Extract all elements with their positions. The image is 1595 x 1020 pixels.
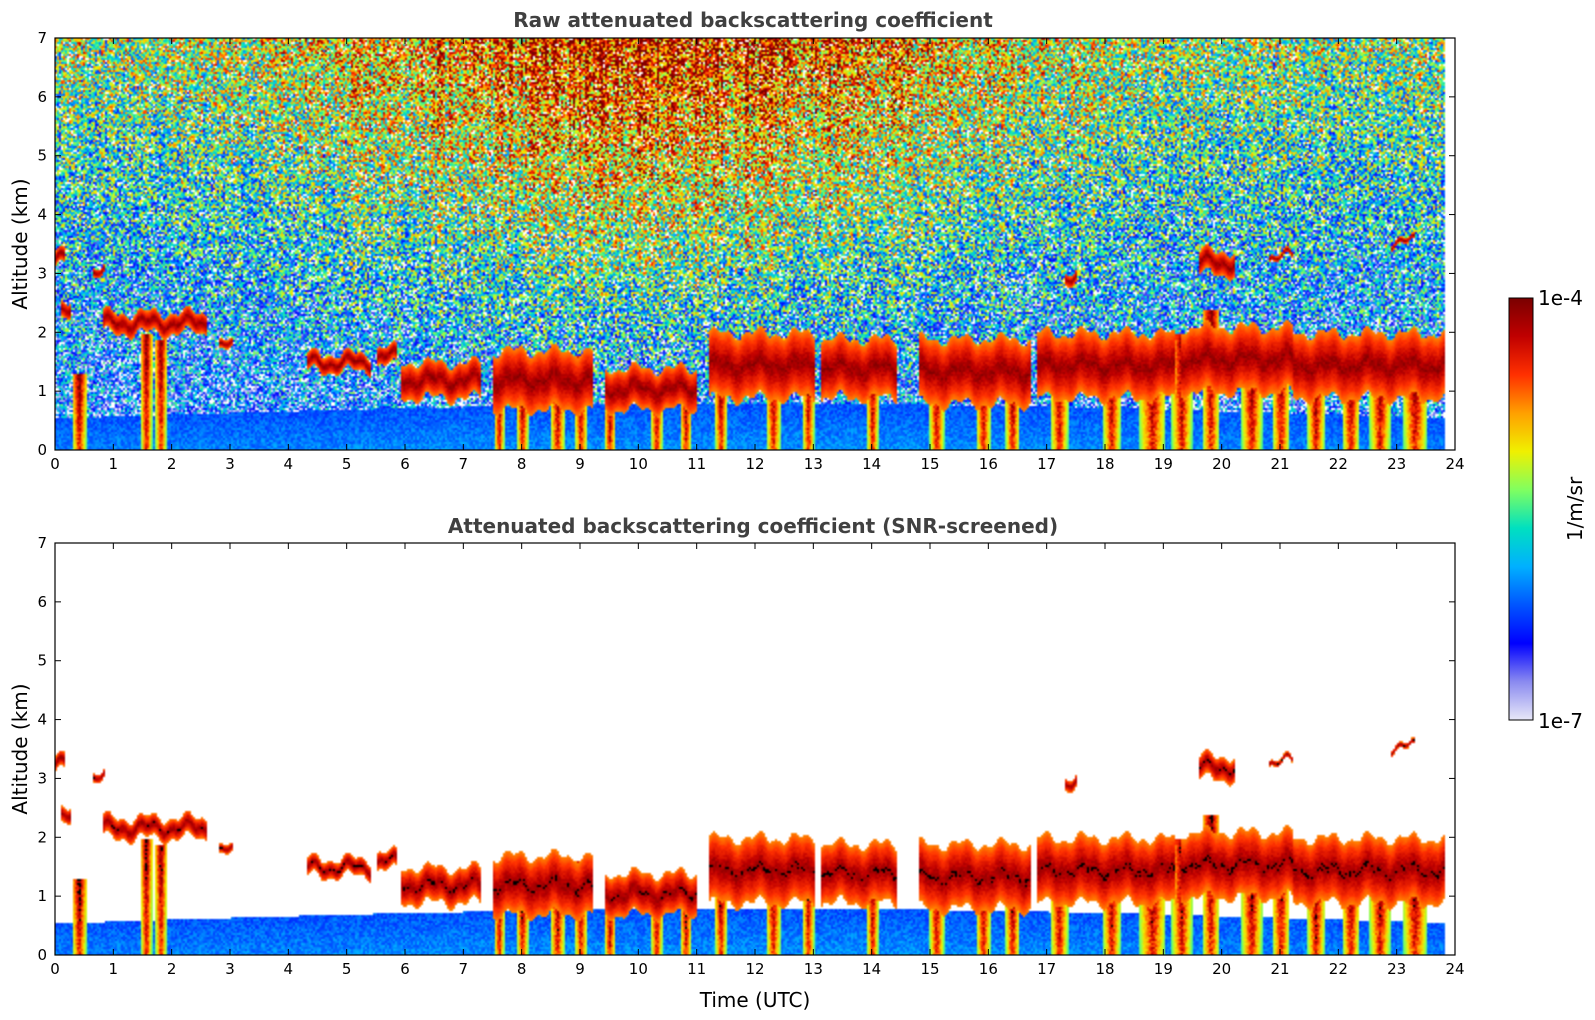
x-tick-label: 9 (575, 960, 585, 978)
colorbar-max-label: 1e-4 (1538, 286, 1583, 310)
x-tick-label: 13 (804, 455, 823, 473)
x-tick-label: 0 (50, 960, 60, 978)
x-tick-label: 2 (167, 455, 177, 473)
x-tick-label: 18 (1095, 455, 1114, 473)
panel-screened: Attenuated backscattering coefficient (S… (8, 514, 1465, 1012)
x-tick-label: 12 (745, 960, 764, 978)
x-tick-label: 23 (1387, 455, 1406, 473)
panel-screened-x-ticks: 0 1 2 3 4 5 6 7 8 9 10 11 12 13 14 15 16 17 18 19 20 21 22 23 24 (50, 543, 1465, 978)
x-tick-label: 17 (1037, 455, 1056, 473)
y-tick-label: 2 (37, 828, 47, 846)
colorbar: 1e-4 1e-7 1/m/sr (1508, 286, 1587, 733)
panel-raw-x-ticks: 0 1 2 3 4 5 6 7 8 9 10 11 12 13 14 15 16 17 18 19 20 21 22 23 24 (50, 38, 1465, 473)
x-tick-label: 1 (109, 960, 119, 978)
panel-raw-title: Raw attenuated backscattering coefficien… (513, 8, 993, 32)
y-tick-label: 4 (37, 206, 47, 224)
x-tick-label: 3 (225, 455, 235, 473)
y-tick-label: 2 (37, 323, 47, 341)
panel-screened-plot (55, 543, 1455, 955)
x-tick-label: 21 (1270, 960, 1289, 978)
x-tick-label: 18 (1095, 960, 1114, 978)
x-tick-label: 14 (862, 960, 881, 978)
x-tick-label: 21 (1270, 455, 1289, 473)
colorbar-gradient (1508, 297, 1534, 721)
y-tick-label: 0 (37, 946, 47, 964)
x-tick-label: 13 (804, 960, 823, 978)
panel-raw-y-ticks: 0 1 2 3 4 5 6 7 (37, 29, 1455, 459)
x-tick-label: 1 (109, 455, 119, 473)
panel-screened-x-label: Time (UTC) (699, 988, 811, 1012)
panel-raw-frame (54, 37, 1456, 451)
y-tick-label: 5 (37, 652, 47, 670)
x-tick-label: 22 (1329, 455, 1348, 473)
x-tick-label: 19 (1154, 960, 1173, 978)
x-tick-label: 5 (342, 455, 352, 473)
x-tick-label: 20 (1212, 960, 1231, 978)
y-tick-label: 6 (37, 593, 47, 611)
x-tick-label: 10 (629, 455, 648, 473)
panel-screened-frame (54, 542, 1456, 956)
panel-raw: Raw attenuated backscattering coefficien… (8, 8, 1465, 473)
x-tick-label: 9 (575, 455, 585, 473)
x-tick-label: 15 (920, 455, 939, 473)
panel-screened-heatmap (55, 543, 1455, 955)
panel-screened-y-ticks: 0 1 2 3 4 5 6 7 (37, 534, 1455, 964)
y-tick-label: 0 (37, 441, 47, 459)
x-tick-label: 7 (459, 455, 469, 473)
y-tick-label: 3 (37, 264, 47, 282)
panel-raw-heatmap (55, 38, 1455, 450)
x-tick-label: 0 (50, 455, 60, 473)
x-tick-label: 23 (1387, 960, 1406, 978)
x-tick-label: 20 (1212, 455, 1231, 473)
y-tick-label: 7 (37, 29, 47, 47)
x-tick-label: 14 (862, 455, 881, 473)
x-tick-label: 2 (167, 960, 177, 978)
x-tick-label: 24 (1445, 455, 1464, 473)
y-tick-label: 4 (37, 711, 47, 729)
y-tick-label: 3 (37, 769, 47, 787)
panel-raw-y-label: Altitude (km) (8, 178, 32, 309)
x-tick-label: 15 (920, 960, 939, 978)
colorbar-min-label: 1e-7 (1538, 709, 1583, 733)
x-tick-label: 8 (517, 455, 527, 473)
x-tick-label: 4 (284, 960, 294, 978)
x-tick-label: 11 (687, 455, 706, 473)
x-tick-label: 19 (1154, 455, 1173, 473)
x-tick-label: 6 (400, 960, 410, 978)
panel-raw-plot (55, 38, 1455, 450)
x-tick-label: 7 (459, 960, 469, 978)
x-tick-label: 4 (284, 455, 294, 473)
x-tick-label: 8 (517, 960, 527, 978)
x-tick-label: 10 (629, 960, 648, 978)
x-tick-label: 3 (225, 960, 235, 978)
colorbar-unit-label: 1/m/sr (1563, 476, 1587, 541)
x-tick-label: 16 (979, 960, 998, 978)
y-tick-label: 5 (37, 147, 47, 165)
x-tick-label: 5 (342, 960, 352, 978)
y-tick-label: 7 (37, 534, 47, 552)
x-tick-label: 16 (979, 455, 998, 473)
x-tick-label: 24 (1445, 960, 1464, 978)
x-tick-label: 12 (745, 455, 764, 473)
y-tick-label: 1 (37, 382, 47, 400)
x-tick-label: 11 (687, 960, 706, 978)
x-tick-label: 17 (1037, 960, 1056, 978)
x-tick-label: 6 (400, 455, 410, 473)
panel-screened-y-label: Altitude (km) (8, 683, 32, 814)
y-tick-label: 1 (37, 887, 47, 905)
x-tick-label: 22 (1329, 960, 1348, 978)
y-tick-label: 6 (37, 88, 47, 106)
panel-screened-title: Attenuated backscattering coefficient (S… (448, 514, 1058, 538)
